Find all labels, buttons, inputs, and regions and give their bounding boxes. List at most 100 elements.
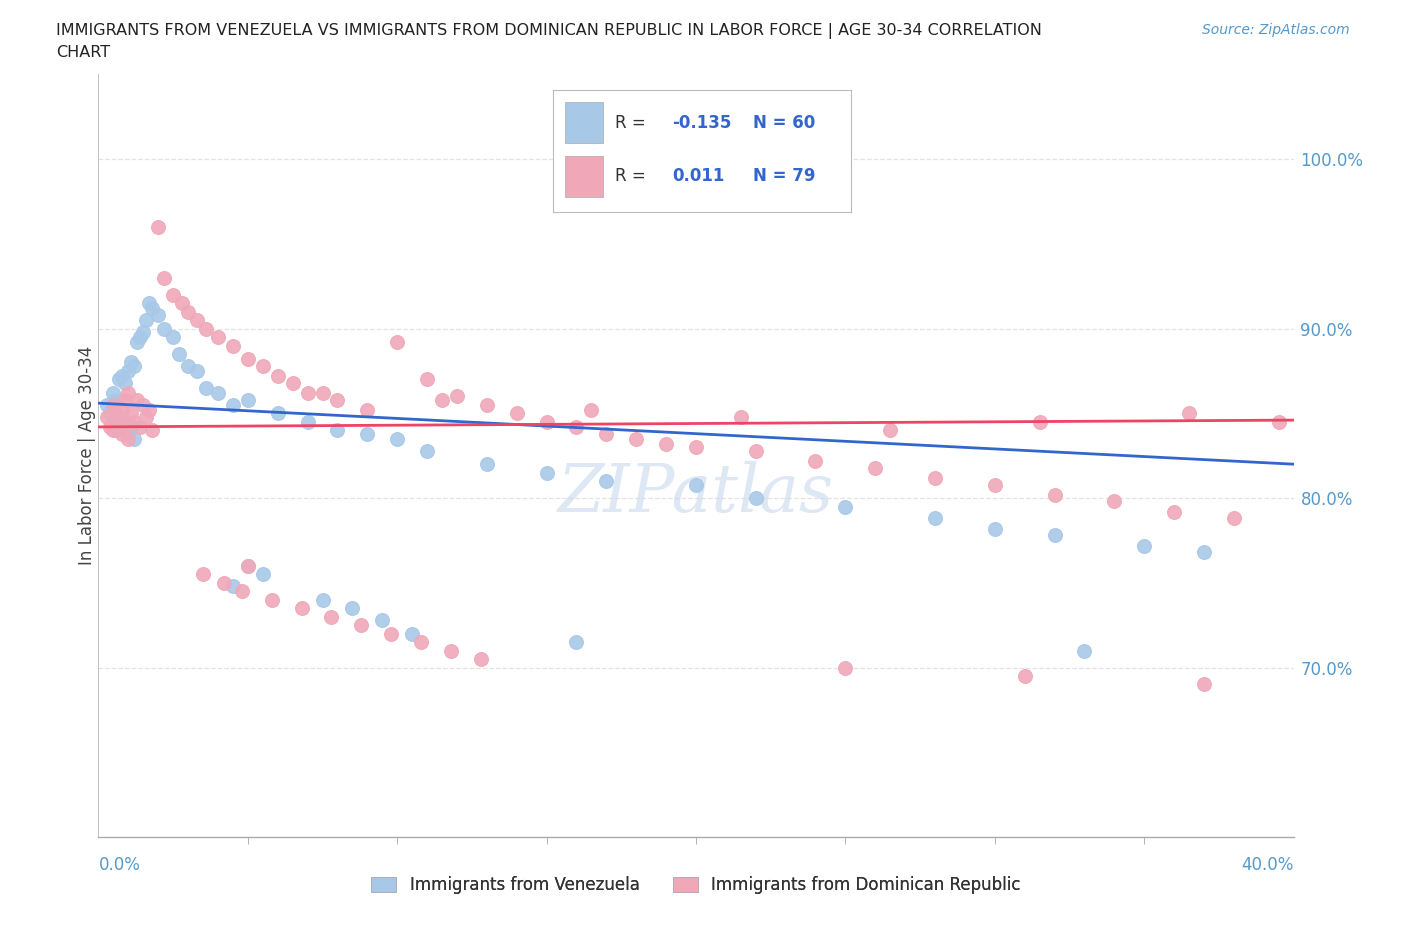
Point [624, 432, 647, 446]
Text: IMMIGRANTS FROM VENEZUELA VS IMMIGRANTS FROM DOMINICAN REPUBLIC IN LABOR FORCE |: IMMIGRANTS FROM VENEZUELA VS IMMIGRANTS … [56, 23, 1042, 39]
Point [120, 405, 142, 420]
Point [1104, 494, 1126, 509]
Point [416, 444, 439, 458]
Point [194, 380, 218, 395]
Point [148, 219, 170, 234]
Point [98, 405, 122, 420]
Point [350, 618, 373, 632]
Point [120, 419, 142, 434]
Point [401, 626, 423, 641]
Point [108, 415, 131, 430]
Point [135, 312, 157, 327]
Point [267, 405, 290, 420]
Point [1014, 669, 1036, 684]
Point [1267, 415, 1289, 430]
Point [281, 376, 304, 391]
Point [1028, 415, 1050, 430]
Point [177, 358, 200, 373]
Point [1192, 677, 1215, 692]
Point [127, 392, 149, 407]
Point [1073, 644, 1095, 658]
Point [252, 358, 274, 373]
Point [117, 432, 139, 446]
Legend: Immigrants from Venezuela, Immigrants from Dominican Republic: Immigrants from Venezuela, Immigrants fr… [364, 870, 1028, 901]
Point [103, 415, 125, 430]
Point [267, 368, 290, 383]
Point [745, 491, 768, 506]
Point [804, 453, 827, 468]
Point [565, 634, 588, 649]
Point [290, 601, 312, 616]
Text: ZIPatlas: ZIPatlas [558, 461, 834, 526]
Point [1043, 487, 1066, 502]
Point [475, 397, 498, 412]
Point [536, 465, 558, 480]
Point [581, 403, 603, 418]
Point [326, 392, 349, 407]
Point [231, 584, 253, 599]
Point [141, 423, 163, 438]
Point [135, 409, 157, 424]
Point [440, 644, 463, 658]
Point [162, 287, 184, 302]
Point [475, 457, 498, 472]
Point [565, 419, 588, 434]
Point [148, 308, 170, 323]
Text: CHART: CHART [56, 45, 110, 60]
Point [222, 578, 245, 593]
Point [222, 339, 245, 353]
Point [177, 304, 200, 319]
Point [207, 386, 229, 401]
Point [141, 300, 163, 315]
Point [983, 477, 1005, 492]
Point [153, 321, 176, 336]
Point [127, 335, 149, 350]
Point [105, 392, 128, 407]
Point [236, 352, 259, 366]
Point [132, 397, 155, 412]
Point [685, 477, 707, 492]
Point [879, 423, 901, 438]
Point [114, 376, 136, 391]
Y-axis label: In Labor Force | Age 30-34: In Labor Force | Age 30-34 [79, 346, 96, 565]
Point [138, 403, 160, 418]
Point [380, 626, 402, 641]
Point [356, 426, 378, 441]
Point [595, 473, 617, 488]
Point [117, 386, 139, 401]
Point [191, 567, 214, 582]
Point [385, 432, 409, 446]
Point [385, 335, 409, 350]
Point [153, 271, 176, 286]
Point [342, 601, 364, 616]
Point [114, 415, 136, 430]
Point [260, 592, 283, 607]
Point [117, 426, 139, 441]
Point [924, 471, 946, 485]
Point [236, 392, 259, 407]
Point [111, 403, 134, 418]
Point [138, 296, 160, 311]
Point [96, 409, 118, 424]
Point [207, 329, 229, 344]
Text: Source: ZipAtlas.com: Source: ZipAtlas.com [1202, 23, 1350, 37]
Point [186, 312, 208, 327]
Point [236, 558, 259, 573]
Point [103, 397, 125, 412]
Point [356, 403, 378, 418]
Point [172, 296, 194, 311]
Point [162, 329, 184, 344]
Point [103, 423, 125, 438]
Point [470, 652, 492, 667]
Point [114, 392, 136, 407]
Point [371, 613, 394, 628]
Point [117, 364, 139, 379]
Point [430, 392, 453, 407]
Point [1163, 504, 1185, 519]
Point [120, 355, 142, 370]
Point [297, 386, 319, 401]
Point [595, 426, 617, 441]
Point [186, 364, 208, 379]
Point [124, 432, 146, 446]
Point [834, 499, 856, 514]
